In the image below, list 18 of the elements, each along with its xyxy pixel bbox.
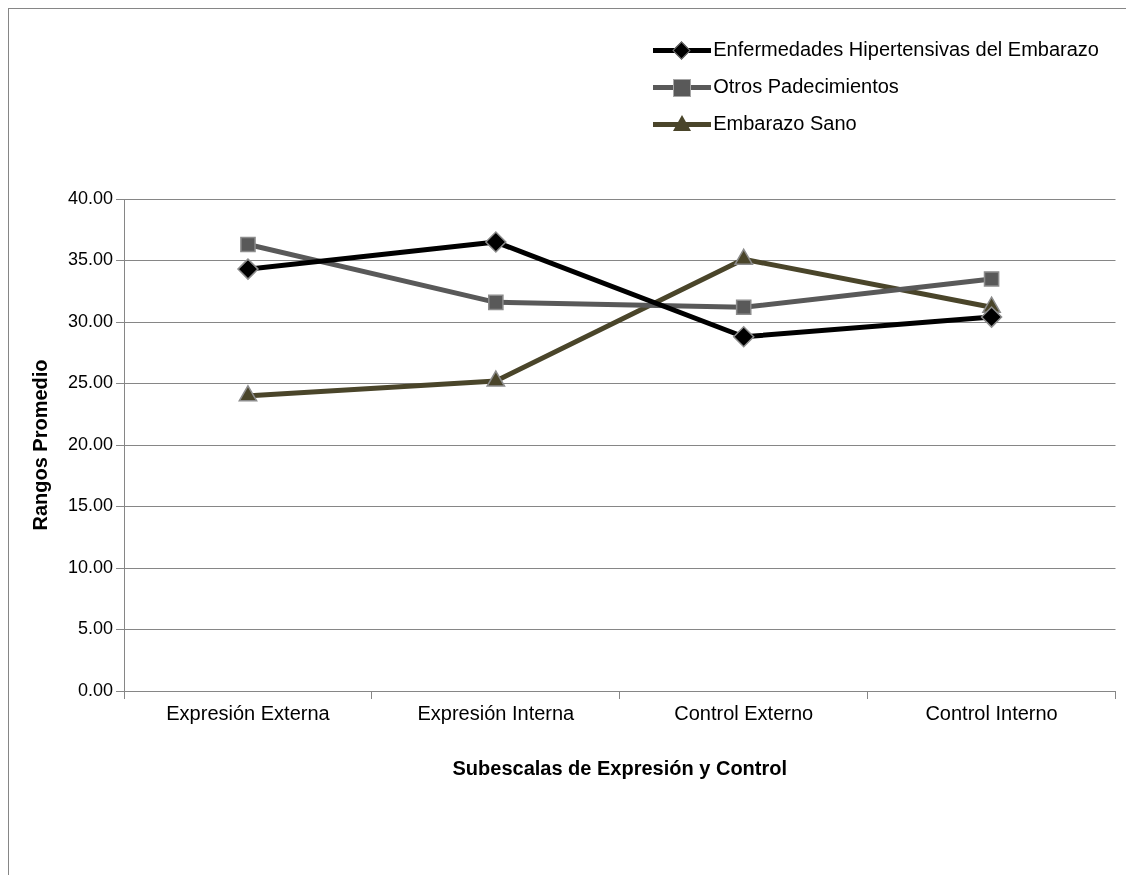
y-tick-label: 40.00	[68, 187, 114, 208]
legend-label: Embarazo Sano	[713, 112, 857, 135]
y-tick-label: 20.00	[68, 433, 114, 454]
y-tick-label: 30.00	[68, 310, 114, 331]
y-tick-label: 5.00	[78, 618, 114, 639]
x-tick-label: Control Interno	[925, 701, 1058, 724]
y-tick-label: 15.00	[68, 495, 114, 516]
y-tick-label: 35.00	[68, 249, 114, 270]
y-axis-title: Rangos Promedio	[28, 359, 51, 531]
x-tick-label: Expresión Externa	[166, 701, 331, 724]
y-tick-label: 10.00	[68, 556, 114, 577]
x-tick-label: Control Externo	[674, 701, 814, 724]
y-tick-label: 25.00	[68, 372, 114, 393]
x-tick-label: Expresión Interna	[417, 701, 576, 724]
legend-label: Otros Padecimientos	[713, 75, 899, 98]
y-tick-label: 0.00	[78, 679, 114, 700]
x-axis-title: Subescalas de Expresión y Control	[452, 756, 788, 779]
legend-label: Enfermedades Hipertensivas del Embarazo	[713, 38, 1099, 61]
